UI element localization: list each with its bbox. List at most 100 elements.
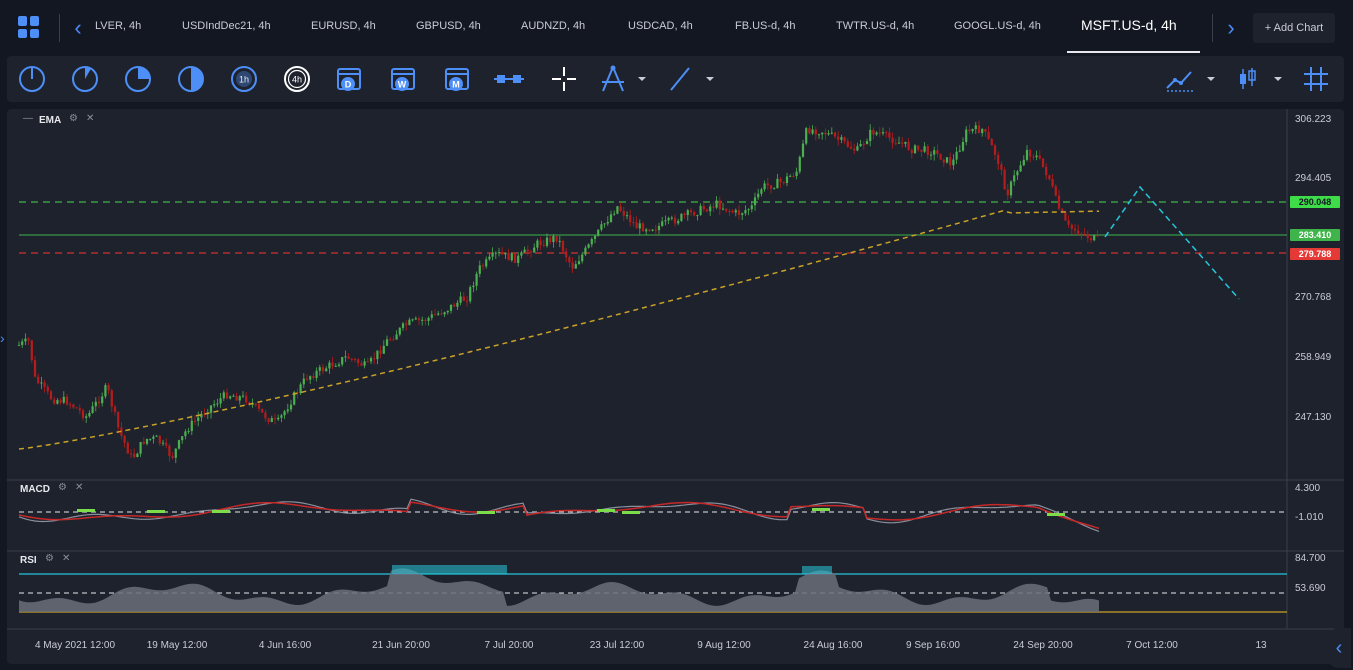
crosshair-icon[interactable] [549, 64, 579, 94]
date-label: 7 Jul 20:00 [484, 640, 534, 651]
candle-body [945, 157, 949, 163]
candle-body [632, 222, 635, 224]
candle-body [328, 362, 331, 369]
tab-4[interactable]: AUDNZD, 4h [521, 20, 586, 32]
collapse-panel-icon[interactable]: ‹ [1327, 628, 1351, 668]
tabs-scroll-right-icon[interactable]: › [1227, 15, 1235, 40]
candle-body [638, 223, 641, 229]
candle-body [433, 314, 437, 316]
rsi-close-icon[interactable]: ✕ [62, 553, 71, 564]
candle-body [757, 193, 760, 198]
layout-grid-icon[interactable] [18, 16, 40, 38]
candle-body [744, 210, 747, 214]
fibonacci-tool-icon[interactable] [598, 64, 628, 94]
candle-body [881, 132, 885, 134]
chart-type-candles-icon[interactable] [1233, 64, 1263, 94]
candle-body [254, 403, 257, 405]
candle-body [478, 265, 481, 274]
candle-body [597, 229, 600, 236]
timeframe-weekly-icon[interactable]: W [389, 64, 419, 94]
tab-5[interactable]: USDCAD, 4h [628, 20, 693, 32]
tab-0[interactable]: LVER, 4h [95, 20, 142, 32]
date-label: 24 Sep 20:00 [1013, 640, 1073, 651]
candle-body [305, 378, 309, 380]
candle-body [53, 399, 56, 404]
trendline-dropdown-icon[interactable] [700, 64, 730, 94]
rsi-area [19, 568, 1099, 612]
candle-body [603, 223, 606, 225]
candle-body [872, 129, 875, 135]
candle-body [974, 125, 977, 130]
ema-settings-icon[interactable]: ⚙ [69, 113, 78, 124]
macd-close-icon[interactable]: ✕ [75, 482, 84, 493]
tab-6[interactable]: FB.US-d, 4h [735, 20, 796, 32]
candle-body [1025, 149, 1029, 160]
candle-body [577, 261, 581, 265]
candle-body [465, 300, 469, 302]
timeframe-daily-icon[interactable]: D [335, 64, 365, 94]
timeframe-4h-icon[interactable]: 4h [282, 64, 312, 94]
timeframe-1h-icon[interactable]: 1h [229, 64, 259, 94]
tab-1[interactable]: USDIndDec21, 4h [182, 20, 271, 32]
timeframe-5m-icon[interactable] [70, 64, 100, 94]
candle-body [798, 156, 801, 172]
candle-body [795, 171, 798, 177]
side-panel-expand-icon[interactable]: › [0, 330, 5, 346]
candle-body [168, 445, 171, 457]
candle-body [769, 185, 773, 189]
ema-collapse-icon[interactable]: — [23, 113, 33, 124]
tab-8[interactable]: GOOGL.US-d, 4h [954, 20, 1041, 32]
fibonacci-dropdown-icon[interactable] [632, 64, 662, 94]
candle-body [750, 205, 753, 210]
candle-body [411, 319, 414, 321]
candle-body [392, 339, 395, 341]
rsi-axis-label: 53.690 [1295, 583, 1326, 594]
candle-body [353, 359, 357, 361]
candle-body [933, 150, 936, 155]
horizontal-line-tool-icon[interactable] [494, 64, 524, 94]
candle-body [545, 237, 549, 246]
rsi-settings-icon[interactable]: ⚙ [45, 553, 54, 564]
candle-body [581, 254, 584, 262]
timeframe-15m-icon[interactable] [123, 64, 153, 94]
candle-body [721, 208, 725, 210]
tab-3[interactable]: GBPUSD, 4h [416, 20, 481, 32]
grid-toggle-icon[interactable] [1301, 64, 1331, 94]
candle-body [133, 453, 136, 458]
tab-msft[interactable]: MSFT.US-d, 4h [1081, 17, 1177, 33]
date-label: 4 Jun 16:00 [258, 640, 312, 651]
candle-body [1077, 230, 1080, 234]
add-chart-button[interactable]: + Add Chart [1253, 13, 1335, 43]
indicators-icon[interactable] [1165, 64, 1195, 94]
timeframe-30m-icon[interactable] [176, 64, 206, 94]
candle-body [331, 362, 334, 367]
ema-close-icon[interactable]: ✕ [86, 113, 95, 124]
svg-text:1h: 1h [239, 75, 249, 85]
candle-body [344, 356, 347, 358]
divider [59, 14, 60, 42]
price-chart[interactable] [7, 109, 1344, 664]
tab-7[interactable]: TWTR.US-d, 4h [836, 20, 915, 32]
candle-body [81, 410, 85, 418]
candle-body [235, 395, 238, 401]
candle-body [629, 215, 632, 223]
candle-body [622, 211, 625, 216]
tab-2[interactable]: EURUSD, 4h [311, 20, 376, 32]
tabs-scroll-left-icon[interactable]: ‹ [74, 15, 82, 40]
trendline-tool-icon[interactable] [665, 64, 695, 94]
candle-body [286, 409, 289, 412]
chart-type-dropdown-icon[interactable] [1268, 64, 1298, 94]
macd-settings-icon[interactable]: ⚙ [58, 482, 67, 493]
candle-body [177, 440, 181, 449]
indicators-dropdown-icon[interactable] [1201, 64, 1231, 94]
candle-body [811, 129, 814, 134]
date-label: 13 [1255, 640, 1267, 651]
candle-body [424, 319, 427, 321]
candle-body [417, 318, 421, 321]
candle-body [232, 395, 235, 397]
candle-body [584, 247, 587, 255]
timeframe-monthly-icon[interactable]: M [443, 64, 473, 94]
chart-panel[interactable]: — EMA ⚙ ✕ MACD ⚙ ✕ RSI ⚙ ✕ 306.223 294.4… [7, 109, 1344, 664]
candle-body [193, 420, 197, 422]
timeframe-1m-icon[interactable] [17, 64, 47, 94]
